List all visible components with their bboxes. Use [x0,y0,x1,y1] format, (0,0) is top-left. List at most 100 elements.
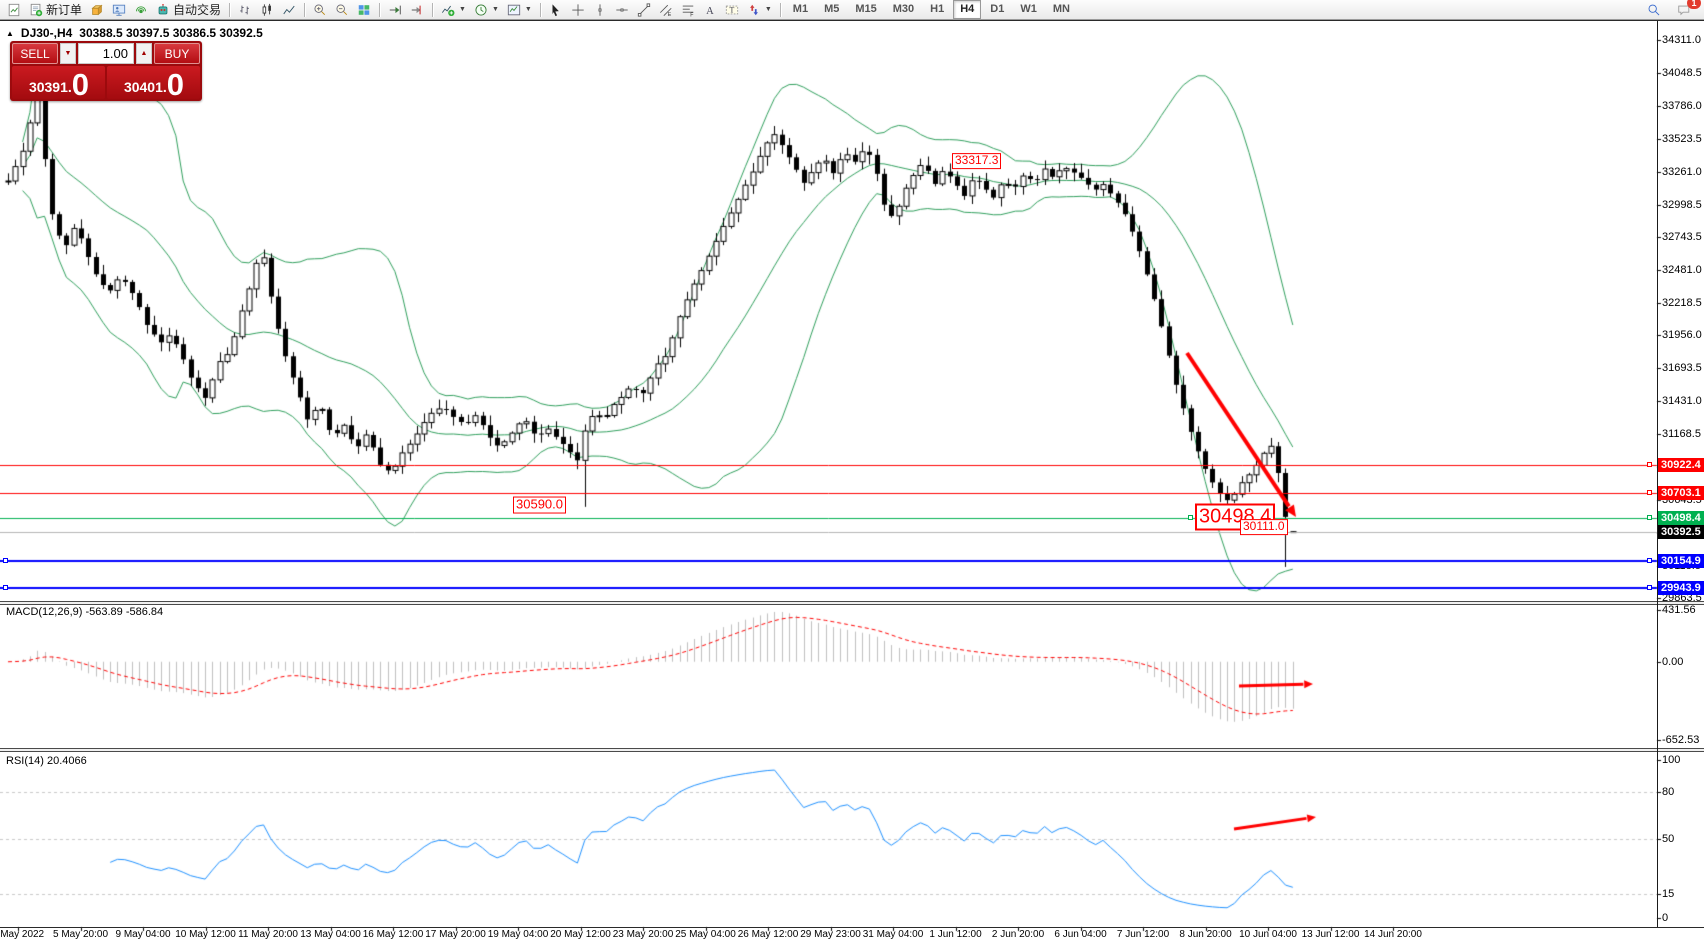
time-axis-label: 4 May 2022 [0,929,45,940]
time-axis-label: 2 Jun 20:00 [991,929,1045,940]
price-line-badge: 29943.9 [1658,580,1704,595]
line-handle[interactable] [1647,584,1652,590]
cube-icon [90,3,104,17]
hline-icon [615,3,629,17]
svg-text:A: A [706,5,714,16]
time-axis-label: 16 May 12:00 [362,929,424,940]
chevron-down-icon[interactable]: ▼ [459,6,466,13]
time-axis-label: 9 May 04:00 [115,929,171,940]
price-annotation-label[interactable]: 30111.0 [1240,519,1288,535]
timeframe-w1-button[interactable]: W1 [1020,3,1037,15]
oneclick-collapse-icon[interactable]: ▲ [6,28,14,38]
template-icon [507,3,521,17]
timeframe-m15-button[interactable]: M15 [855,3,877,15]
chevron-down-icon[interactable]: ▼ [764,6,772,13]
market-watch-icon [134,3,148,17]
new-order-button[interactable]: 新订单 [25,0,86,20]
fibonacci-tool-button[interactable]: F [677,0,699,20]
bars-icon [238,3,252,17]
macd-scale-label: -652.53 [1662,734,1700,746]
price-axis-tick: 33786.0 [1662,99,1702,112]
equidistant-channel-tool-button[interactable]: E [655,0,677,20]
buy-button[interactable]: BUY [154,43,200,64]
tile-windows-button[interactable] [353,0,375,20]
time-axis-label: 11 May 20:00 [238,929,298,940]
search-button[interactable] [1643,0,1665,20]
line-handle[interactable] [3,584,8,590]
vline-icon [593,3,607,17]
text-a-icon: A [703,3,717,17]
cursor-button[interactable] [545,0,567,20]
toolbar-separator [379,2,381,17]
fibo-icon: F [681,3,695,17]
timeframe-m1-button[interactable]: M1 [792,3,809,15]
rsi-scale-label: 0 [1662,912,1669,924]
chat-button[interactable]: 1 [1673,0,1701,20]
price-axis-tick: 32743.5 [1662,230,1702,243]
price-axis-border [1657,21,1658,927]
navigator-icon [112,3,126,17]
chart-macd-separator[interactable] [0,601,1704,605]
timeframe-h4-button[interactable]: H4 [953,0,982,19]
price-axis-tick: 33523.5 [1662,132,1702,145]
chevron-down-icon[interactable]: ▼ [491,6,499,13]
line-handle[interactable] [1647,462,1652,468]
timeframe-mn-button[interactable]: MN [1052,3,1070,15]
price-annotation-label[interactable]: 30498.4 [1195,503,1276,531]
trendline-tool-button[interactable] [633,0,655,20]
vertical-line-tool-button[interactable] [589,0,611,20]
indicators-list-button[interactable]: ▼ [437,0,470,20]
time-axis-label: 5 May 20:00 [52,929,109,940]
volume-increase-button[interactable]: ▲ [136,43,152,64]
time-axis-label: 19 May 04:00 [487,929,549,940]
auto-scroll-button[interactable] [384,0,406,20]
macd-rsi-separator[interactable] [0,748,1704,752]
periods-button[interactable]: ▼ [470,0,503,20]
market-watch-button[interactable] [130,0,152,20]
time-axis-border [0,927,1704,928]
auto-trading-label: 自动交易 [173,3,222,17]
line-chart-mode-button[interactable] [278,0,300,20]
indicator-cube-button[interactable] [86,0,108,20]
timeframe-d1-button[interactable]: D1 [990,3,1005,15]
new-chart-button[interactable] [3,0,25,20]
horizontal-line-tool-button[interactable] [611,0,633,20]
arrows-tool-button[interactable]: ▼ [743,0,776,20]
time-axis-label: 20 May 12:00 [550,929,611,940]
timeframe-m5-button[interactable]: M5 [824,3,840,15]
line-handle[interactable] [1188,515,1193,521]
chart-shift-button[interactable] [406,0,428,20]
buy-price[interactable]: 30401. 0 [107,66,200,100]
auto-trading-button[interactable]: 自动交易 [152,0,225,20]
candlestick-mode-button[interactable] [256,0,278,20]
navigator-button[interactable] [108,0,130,20]
bar-chart-mode-button[interactable] [234,0,256,20]
line-handle[interactable] [1647,558,1652,564]
timeframe-m30-button[interactable]: M30 [892,3,915,15]
crosshair-button[interactable] [567,0,589,20]
time-axis-label: 13 May 04:00 [300,929,361,940]
volume-decrease-button[interactable]: ▼ [60,43,76,64]
line-icon [282,3,296,17]
sell-price[interactable]: 30391. 0 [12,66,105,100]
line-handle[interactable] [3,558,8,564]
timeframe-h1-button[interactable]: H1 [930,3,945,15]
text-tool-button[interactable]: A [699,0,721,20]
text-label-tool-button[interactable]: T [721,0,743,20]
price-annotation-label[interactable]: 30590.0 [513,496,566,514]
price-line-badge: 30154.9 [1658,554,1704,569]
cursor-icon [549,3,563,17]
line-handle[interactable] [1647,489,1652,495]
zoom-out-button[interactable] [331,0,353,20]
line-handle[interactable] [1647,515,1652,521]
sell-button[interactable]: SELL [12,43,58,64]
price-axis-tick: 31956.0 [1662,329,1702,342]
clock-icon [474,3,488,17]
symbol-title: DJ30-,H4 [20,26,73,40]
volume-input[interactable]: 1.00 [78,43,134,64]
templates-button[interactable]: ▼ [503,0,536,20]
zoom-in-button[interactable] [309,0,331,20]
price-annotation-label[interactable]: 33317.3 [952,153,1002,169]
chevron-down-icon[interactable]: ▼ [524,6,532,13]
